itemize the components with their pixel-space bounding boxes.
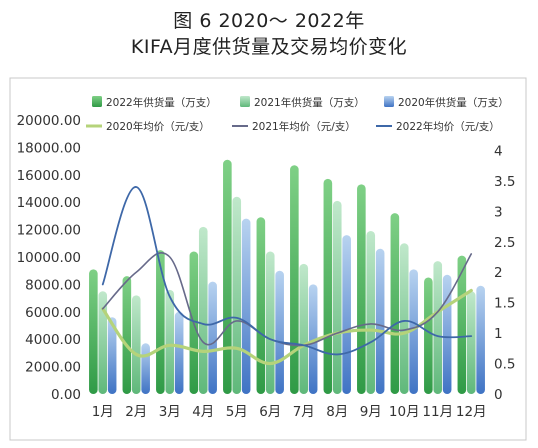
legend-label: 2021年均价（元/支）	[252, 120, 356, 133]
bar-2022-supply	[89, 269, 98, 394]
x-tick-label: 9月	[360, 404, 382, 420]
bar-2021-supply	[299, 263, 309, 394]
bar-2021-supply	[232, 196, 242, 394]
bar-2020-supply	[141, 343, 150, 394]
x-tick-label: 5月	[226, 404, 248, 420]
bar-2021-supply	[198, 226, 208, 394]
y-left-tick-label: 4000.00	[25, 332, 81, 348]
left-axis: 0.00 2000.00 4000.00 6000.00 8000.00 10000.00…	[17, 113, 81, 403]
chart-title: 图 6 2020～ 2022年 KIFA月度供货量及交易均价变化	[0, 8, 538, 60]
y-right-tick-label: 1.5	[494, 296, 515, 312]
y-right-tick-label: 0	[494, 387, 503, 403]
bar-2020-supply	[375, 248, 385, 394]
bar-2022-supply	[457, 255, 467, 394]
x-tick-label: 11月	[422, 404, 453, 420]
bar-2022-supply	[290, 165, 299, 394]
y-left-tick-label: 16000.00	[17, 168, 81, 184]
x-tick-label: 4月	[192, 404, 214, 420]
legend-swatch	[92, 96, 102, 107]
bar-2022-supply	[223, 159, 232, 394]
x-tick-label: 10月	[389, 404, 420, 420]
y-right-tick-label: 4	[494, 143, 503, 159]
bar-2021-supply	[399, 243, 409, 394]
bar-2020-supply	[241, 218, 251, 394]
legend-label: 2022年均价（元/支）	[396, 120, 500, 133]
x-tick-label: 7月	[293, 404, 315, 420]
y-right-tick-label: 1	[494, 326, 503, 342]
y-right-tick-label: 2.5	[494, 235, 515, 251]
y-left-tick-label: 10000.00	[17, 250, 81, 266]
line-2022-price	[101, 186, 473, 356]
y-left-tick-label: 8000.00	[25, 277, 81, 293]
lines	[101, 186, 473, 366]
legend-label: 2020年均价（元/支）	[106, 120, 210, 133]
bar-2021-supply	[165, 289, 175, 394]
y-right-tick-label: 3	[494, 204, 503, 220]
bar-2020-supply	[342, 235, 351, 394]
bar-2020-supply	[208, 281, 217, 394]
y-left-tick-label: 12000.00	[17, 223, 81, 239]
y-left-tick-label: 20000.00	[17, 113, 81, 129]
y-right-tick-label: 3.5	[494, 174, 515, 190]
y-left-tick-label: 14000.00	[17, 195, 81, 211]
line-2020-price	[101, 288, 473, 366]
legend-label: 2020年供货量（万支）	[398, 96, 509, 109]
chart-title-line-2: KIFA月度供货量及交易均价变化	[130, 36, 408, 58]
bar-2020-supply	[476, 285, 485, 394]
y-right-tick-label: 0.5	[494, 357, 515, 373]
bar-2021-supply	[466, 291, 476, 394]
y-left-tick-label: 2000.00	[25, 360, 81, 376]
bar-2022-supply	[424, 277, 433, 394]
bar-2022-supply	[390, 213, 400, 394]
bar-2021-supply	[131, 295, 141, 394]
x-tick-label: 1月	[92, 404, 114, 420]
line-2021-price	[101, 251, 473, 347]
x-tick-label: 12月	[456, 404, 487, 420]
bar-2022-supply	[122, 276, 132, 394]
legend-label: 2021年供货量（万支）	[254, 96, 365, 109]
x-axis: 1月 2月 3月 4月 5月 6月 7月 8月 9月 10月 11月 12月	[92, 404, 487, 420]
bar-2020-supply	[409, 269, 418, 394]
bar-2022-supply	[156, 250, 165, 394]
bar-2020-supply	[308, 284, 318, 394]
bar-2022-supply	[357, 184, 366, 394]
bar-2022-supply	[323, 178, 333, 394]
x-tick-label: 2月	[125, 404, 147, 420]
legend-label: 2022年供货量（万支）	[106, 96, 217, 109]
bar-2021-supply	[265, 251, 275, 394]
y-left-tick-label: 6000.00	[25, 305, 81, 321]
bar-2022-supply	[256, 217, 266, 394]
legend: 2022年供货量（万支） 2021年供货量（万支） 2020年供货量（万支） 2020…	[86, 96, 509, 133]
x-tick-label: 3月	[159, 404, 181, 420]
bar-2020-supply	[174, 311, 184, 394]
y-left-tick-label: 0.00	[51, 387, 81, 403]
bar-2021-supply	[433, 261, 443, 394]
bar-2021-supply	[332, 200, 342, 394]
bar-2021-supply	[366, 230, 376, 394]
right-axis: 0 0.5 1 1.5 2 2.5 3 3.5 4	[494, 143, 515, 403]
legend-swatch	[384, 96, 394, 107]
bar-2020-supply	[275, 270, 284, 394]
y-left-tick-label: 18000.00	[17, 140, 81, 156]
bar-2020-supply	[107, 317, 117, 394]
y-right-tick-label: 2	[494, 265, 503, 281]
chart-title-line-1: 图 6 2020～ 2022年	[173, 10, 365, 32]
x-tick-label: 6月	[259, 404, 281, 420]
x-tick-label: 8月	[326, 404, 348, 420]
legend-swatch	[240, 96, 250, 107]
bar-2021-supply	[98, 291, 108, 394]
